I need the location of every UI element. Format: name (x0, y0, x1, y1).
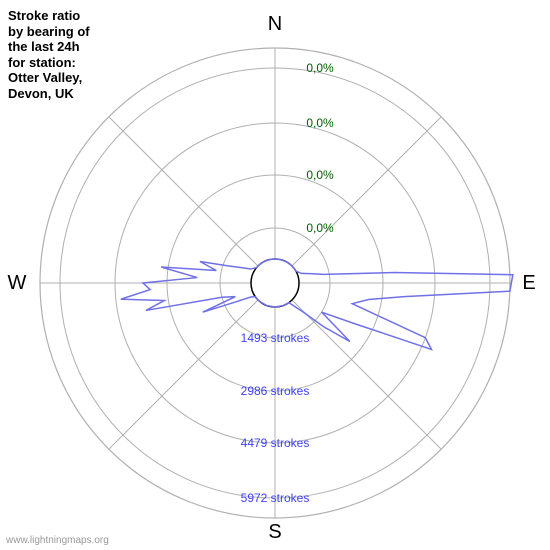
top-ring-label: 0,0% (306, 168, 334, 182)
grid-spoke (109, 117, 258, 266)
bottom-ring-label: 5972 strokes (241, 491, 310, 505)
compass-label-n: N (268, 13, 282, 35)
top-ring-label: 0,0% (306, 116, 334, 130)
grid-spoke (292, 300, 441, 449)
bottom-ring-label: 4479 strokes (241, 436, 310, 450)
bottom-ring-label: 1493 strokes (241, 331, 310, 345)
grid-spoke (109, 300, 258, 449)
rose-path (121, 259, 513, 349)
attribution-text: www.lightningmaps.org (6, 535, 109, 546)
top-ring-label: 0,0% (306, 61, 334, 75)
compass-label-w: W (8, 272, 27, 294)
bottom-ring-label: 2986 strokes (241, 384, 310, 398)
top-ring-label: 0,0% (306, 221, 334, 235)
compass-label-s: S (268, 521, 281, 543)
grid-spoke (292, 117, 441, 266)
compass-label-e: E (522, 272, 535, 294)
chart-container: N E S W 0,0% 0,0% 0,0% 0,0% 1493 strokes 2986 s… (0, 0, 550, 550)
chart-title: Stroke ratio by bearing of the last 24h … (8, 8, 90, 102)
